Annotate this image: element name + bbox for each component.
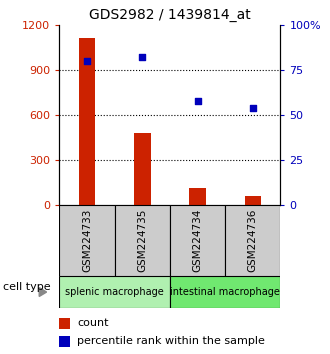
Text: GSM224733: GSM224733 [82, 209, 92, 273]
Text: intestinal macrophage: intestinal macrophage [170, 287, 280, 297]
Bar [245, 196, 261, 205]
Title: GDS2982 / 1439814_at: GDS2982 / 1439814_at [89, 8, 251, 22]
Text: splenic macrophage: splenic macrophage [65, 287, 164, 297]
Bar [115, 205, 170, 276]
Point [140, 55, 145, 60]
Bar [170, 276, 280, 308]
Bar [79, 38, 95, 205]
Bar [225, 205, 280, 276]
Polygon shape [39, 287, 47, 297]
Point [250, 105, 255, 111]
Bar [59, 318, 71, 329]
Bar [170, 205, 225, 276]
Bar [59, 205, 115, 276]
Text: percentile rank within the sample: percentile rank within the sample [77, 336, 265, 346]
Bar [134, 133, 150, 205]
Text: GSM224734: GSM224734 [193, 209, 203, 273]
Text: cell type: cell type [3, 282, 51, 292]
Point [195, 98, 200, 103]
Bar [59, 336, 71, 347]
Text: GSM224735: GSM224735 [137, 209, 147, 273]
Text: GSM224736: GSM224736 [248, 209, 258, 273]
Point [84, 58, 90, 64]
Text: count: count [77, 318, 109, 328]
Bar [59, 276, 170, 308]
Bar [189, 188, 206, 205]
